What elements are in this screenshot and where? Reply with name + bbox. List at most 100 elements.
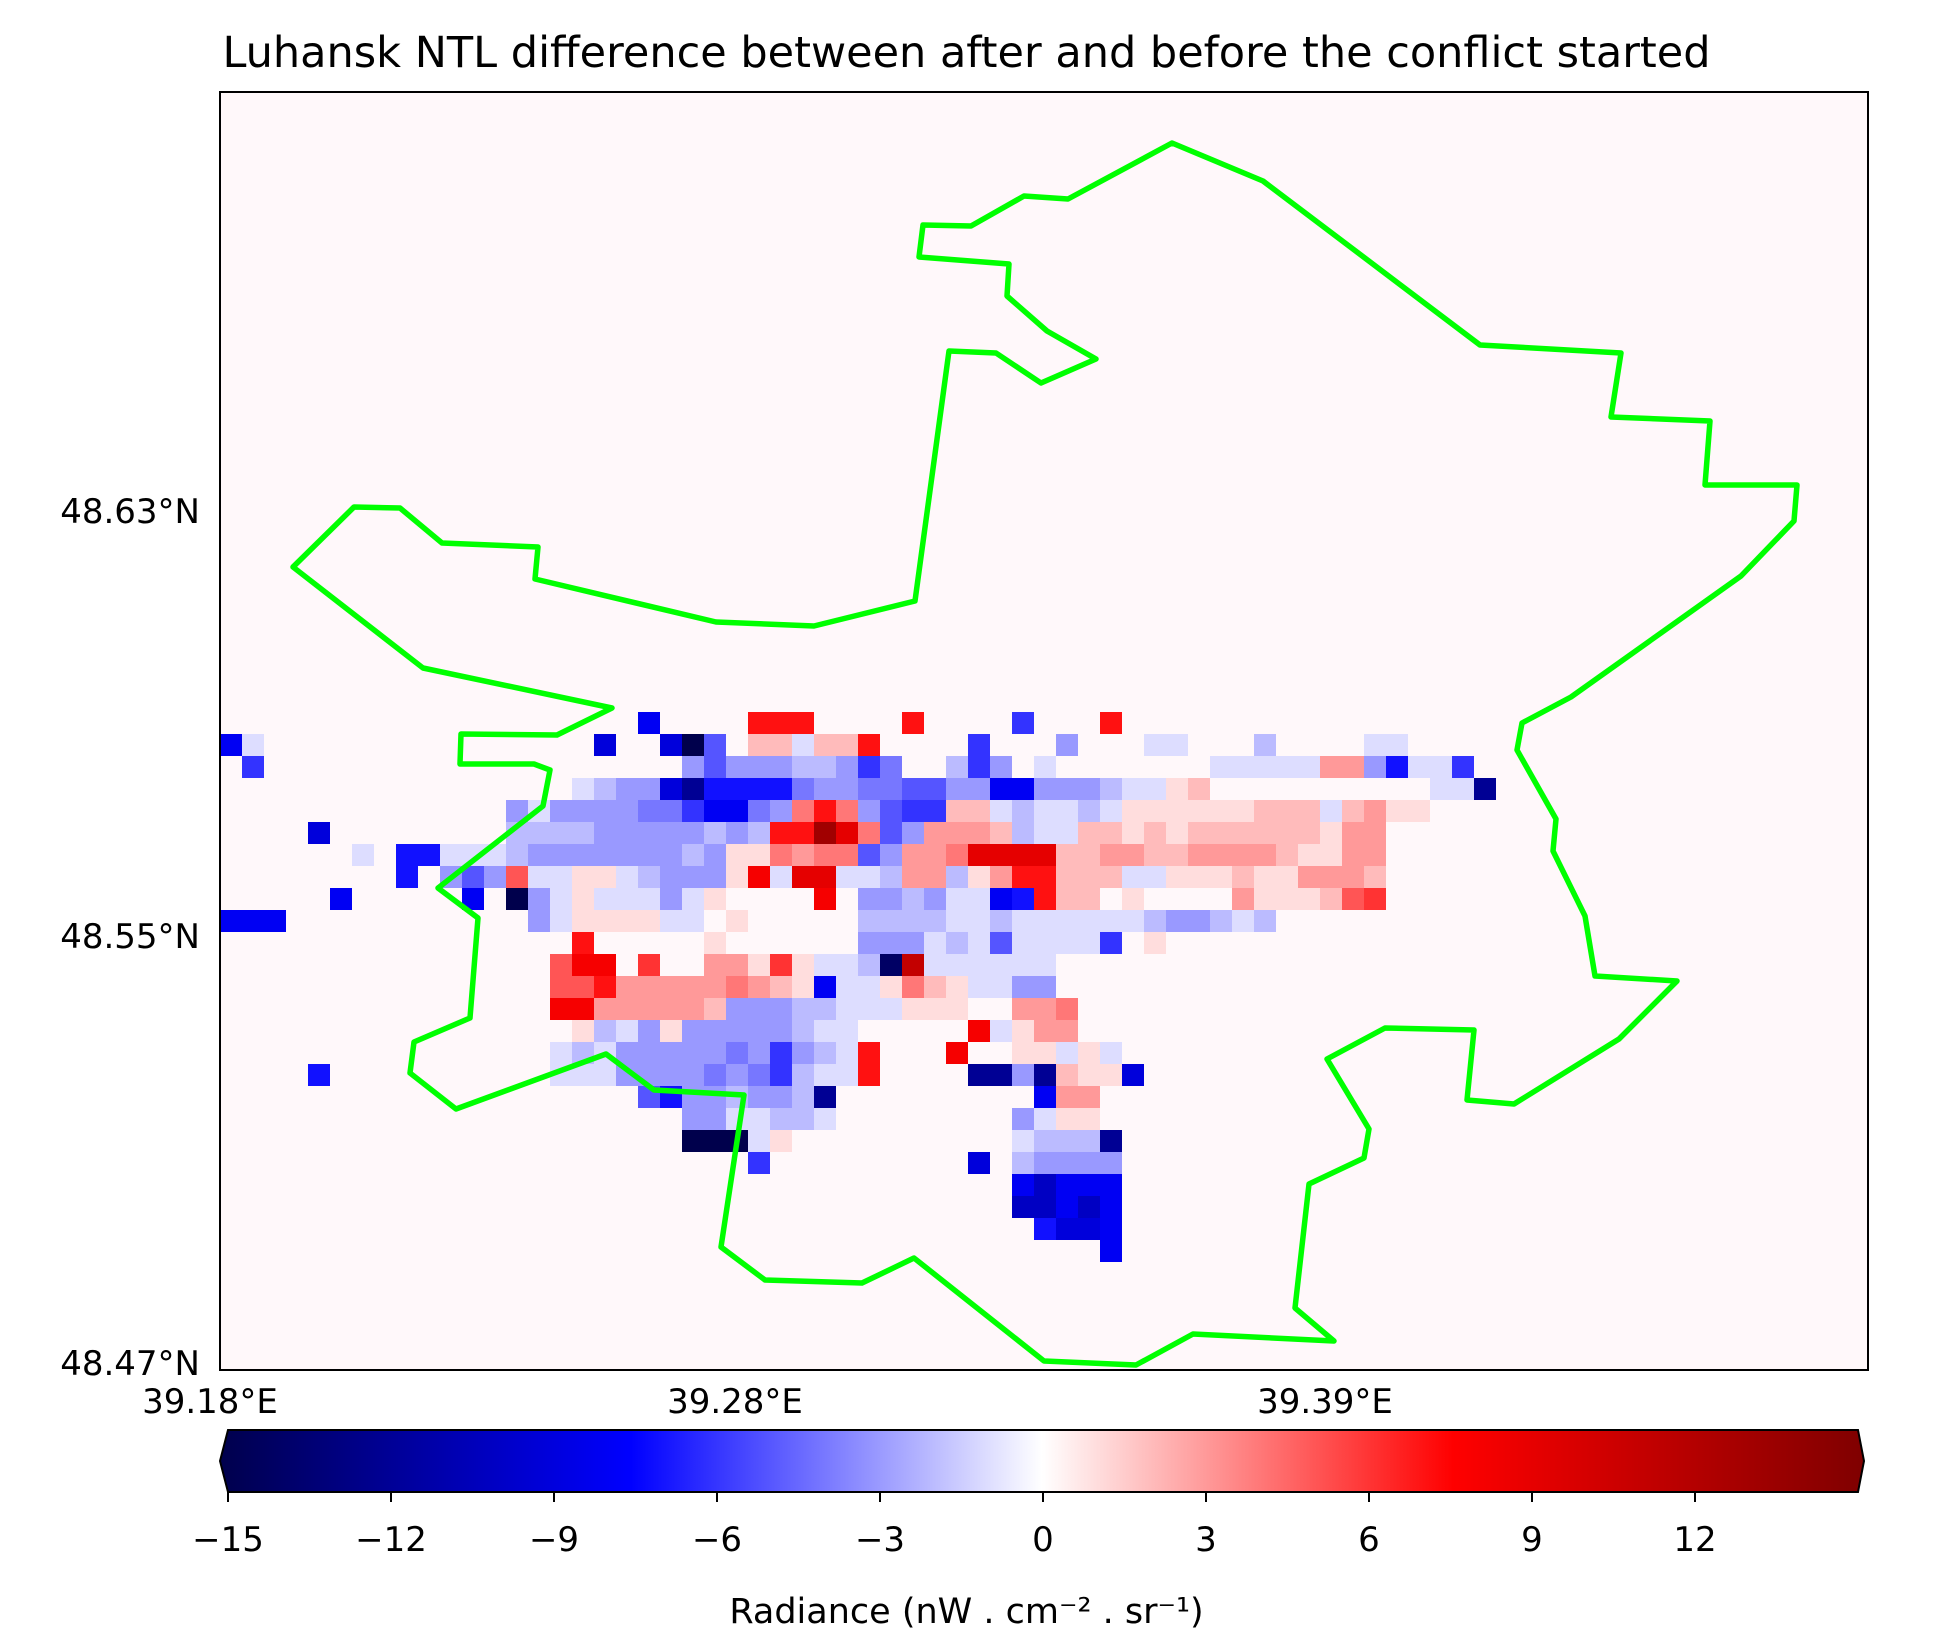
raster-cell [748,1064,770,1086]
raster-cell [1012,822,1034,844]
raster-cell [660,910,682,932]
raster-cell [726,1042,748,1064]
raster-cell [946,756,968,778]
raster-cell [792,1042,814,1064]
raster-cell [1254,844,1276,866]
raster-cell [770,1064,792,1086]
raster-cell [242,734,264,756]
raster-cell [638,910,660,932]
raster-cell [880,976,902,998]
raster-cell [880,954,902,976]
raster-cell [660,1064,682,1086]
raster-cell [968,844,990,866]
raster-cell [836,734,858,756]
raster-cell [550,866,572,888]
raster-cell [748,734,770,756]
raster-cell [814,844,836,866]
raster-cell [792,712,814,734]
raster-cell [1298,756,1320,778]
raster-cell [924,954,946,976]
raster-cell [792,1020,814,1042]
raster-cell [836,778,858,800]
raster-cell [1078,1042,1100,1064]
raster-cell [748,976,770,998]
raster-cell [814,888,836,910]
raster-cell [1320,844,1342,866]
raster-cell [660,998,682,1020]
raster-cell [792,1064,814,1086]
raster-cell [462,844,484,866]
raster-cell [1298,844,1320,866]
colorbar-tick-label: 6 [1358,1520,1380,1560]
raster-cell [1012,778,1034,800]
raster-cell [814,734,836,756]
raster-cell [990,822,1012,844]
raster-cell [880,866,902,888]
raster-cell [968,910,990,932]
raster-cell [616,976,638,998]
raster-cell [770,866,792,888]
raster-cell [1078,778,1100,800]
raster-cell [264,910,286,932]
raster-cell [946,778,968,800]
raster-cell [990,932,1012,954]
raster-cell [968,866,990,888]
raster-cell [1012,888,1034,910]
raster-cell [1078,1174,1100,1196]
raster-cell [748,1020,770,1042]
raster-cell [1100,866,1122,888]
raster-cell [1452,778,1474,800]
raster-cell [726,778,748,800]
raster-cell [594,778,616,800]
raster-cell [572,866,594,888]
raster-cell [550,910,572,932]
raster-cell [1144,822,1166,844]
raster-cell [1012,866,1034,888]
raster-cell [352,844,374,866]
raster-cell [1232,888,1254,910]
raster-cell [946,998,968,1020]
raster-cell [616,1042,638,1064]
raster-cell [1386,800,1408,822]
raster-cell [506,888,528,910]
raster-cell [1144,800,1166,822]
raster-cell [1034,1152,1056,1174]
raster-cell [1254,910,1276,932]
raster-cell [594,866,616,888]
raster-cell [1056,998,1078,1020]
raster-cell [814,1064,836,1086]
raster-cell [638,822,660,844]
raster-cell [858,778,880,800]
raster-cell [1254,888,1276,910]
raster-cell [792,998,814,1020]
raster-cell [726,822,748,844]
plot-frame [219,91,1869,1371]
raster-cell [1100,822,1122,844]
raster-cell [1100,932,1122,954]
raster-cell [594,954,616,976]
raster-cell [418,844,440,866]
raster-cell [1034,1064,1056,1086]
raster-cell [704,1108,726,1130]
raster-cell [748,822,770,844]
raster-cell [770,756,792,778]
raster-cell [1078,800,1100,822]
raster-cell [396,844,418,866]
raster-cell [638,844,660,866]
raster-cell [638,954,660,976]
raster-cell [1012,954,1034,976]
colorbar-label: Radiance (nW . cm⁻² . sr⁻¹) [729,1592,1204,1632]
raster-cell [528,844,550,866]
raster-cell [1342,844,1364,866]
raster-cell [770,1108,792,1130]
y-tick-label-1: 48.55°N [60,917,200,957]
raster-cell [506,866,528,888]
raster-cell [550,954,572,976]
raster-cell [968,800,990,822]
raster-cell [638,800,660,822]
raster-cell [616,822,638,844]
raster-cell [704,756,726,778]
raster-cell [1100,800,1122,822]
raster-cell [1100,1196,1122,1218]
raster-cell [880,932,902,954]
